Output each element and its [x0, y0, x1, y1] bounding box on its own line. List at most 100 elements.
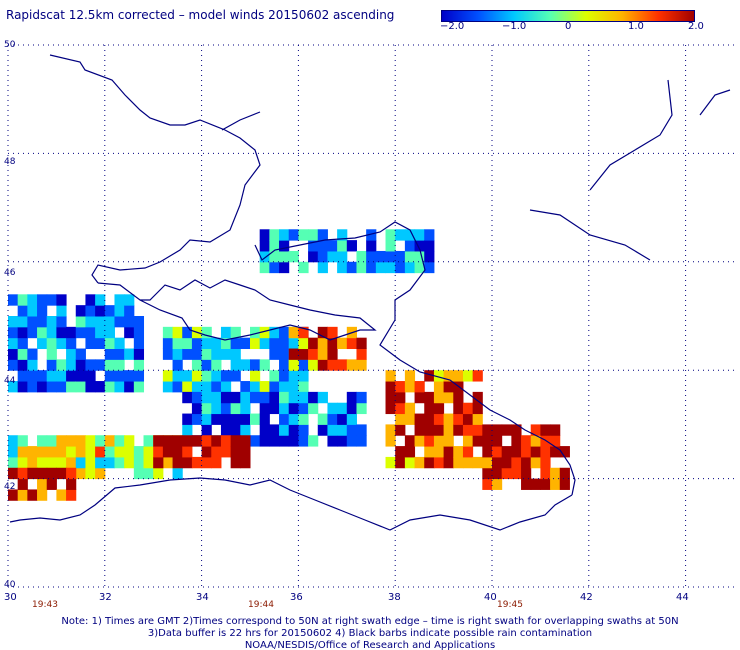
- wind-difference-cell: [75, 316, 86, 328]
- wind-difference-cell: [550, 467, 561, 480]
- wind-difference-cell: [162, 456, 174, 469]
- wind-difference-cell: [269, 424, 280, 436]
- wind-difference-cell: [462, 456, 474, 469]
- wind-difference-cell: [46, 370, 57, 382]
- wind-difference-cell: [482, 456, 493, 469]
- wind-difference-cell: [462, 446, 474, 458]
- wind-difference-cell: [385, 261, 396, 274]
- wind-difference-cell: [433, 435, 445, 447]
- wind-difference-cell: [182, 326, 193, 339]
- wind-difference-cell: [433, 381, 445, 393]
- wind-difference-cell: [201, 359, 212, 371]
- wind-difference-cell: [124, 294, 135, 306]
- wind-difference-cell: [114, 446, 125, 458]
- lat-lon-grid: [7, 44, 734, 588]
- wind-difference-cell: [550, 424, 561, 436]
- wind-difference-cell: [230, 435, 241, 447]
- wind-difference-cell: [308, 348, 319, 360]
- wind-difference-cell: [404, 402, 416, 415]
- colorbar-tick-neg1: −1.0: [502, 21, 527, 32]
- wind-difference-cell: [56, 359, 67, 371]
- wind-difference-cell: [56, 446, 67, 458]
- wind-difference-cell: [85, 305, 96, 317]
- wind-difference-cell: [75, 381, 86, 393]
- wind-difference-cell: [211, 337, 222, 350]
- wind-difference-cell: [288, 402, 299, 415]
- wind-difference-cell: [104, 348, 115, 360]
- wind-difference-cell: [433, 446, 445, 458]
- wind-difference-cell: [317, 348, 328, 360]
- wind-difference-cell: [259, 250, 270, 263]
- wind-difference-cell: [172, 359, 183, 371]
- wind-difference-cell: [230, 456, 241, 469]
- coastline-crimea: [97, 279, 377, 341]
- wind-difference-cell: [201, 402, 212, 415]
- wind-difference-cell: [17, 456, 28, 469]
- wind-difference-cell: [501, 456, 512, 469]
- wind-difference-cell: [298, 391, 309, 404]
- wind-difference-cell: [288, 348, 299, 360]
- wind-difference-cell: [424, 370, 435, 382]
- wind-difference-cell: [56, 326, 67, 339]
- wind-difference-cell: [550, 446, 561, 458]
- wind-difference-cell: [133, 316, 145, 328]
- lon-label-42: 42: [580, 592, 593, 603]
- wind-difference-cell: [172, 370, 183, 382]
- wind-difference-cell: [424, 413, 435, 425]
- wind-difference-cell: [46, 381, 57, 393]
- wind-difference-cell: [288, 435, 299, 447]
- wind-difference-cell: [230, 446, 241, 458]
- wind-difference-cell: [37, 381, 48, 393]
- wind-difference-cell: [27, 359, 38, 371]
- wind-difference-cell: [375, 250, 387, 263]
- wind-difference-cell: [85, 435, 96, 447]
- wind-difference-cell: [124, 456, 135, 469]
- wind-difference-cell: [346, 359, 357, 371]
- wind-difference-cell: [501, 467, 512, 480]
- wind-difference-cell: [66, 489, 77, 501]
- wind-difference-cell: [492, 424, 503, 436]
- wind-difference-cell: [269, 240, 280, 252]
- wind-difference-cell: [191, 413, 203, 425]
- wind-difference-cell: [404, 413, 416, 425]
- wind-difference-cell: [172, 381, 183, 393]
- wind-difference-cell: [85, 316, 96, 328]
- river-don: [529, 209, 651, 261]
- wind-difference-cell: [75, 467, 86, 480]
- wind-difference-cell: [201, 391, 212, 404]
- wind-difference-cell: [66, 337, 77, 350]
- wind-difference-cell: [153, 446, 164, 458]
- wind-difference-cell: [250, 435, 261, 447]
- wind-difference-cell: [191, 435, 203, 447]
- wind-difference-cell: [182, 446, 193, 458]
- wind-difference-cell: [472, 456, 483, 469]
- wind-difference-cell: [346, 435, 357, 447]
- wind-difference-cell: [85, 326, 96, 339]
- wind-difference-cell: [172, 326, 183, 339]
- wind-difference-cell: [114, 305, 125, 317]
- wind-difference-cell: [104, 446, 115, 458]
- wind-difference-cell: [337, 359, 348, 371]
- wind-difference-cell: [453, 391, 464, 404]
- wind-difference-cell: [279, 348, 290, 360]
- wind-difference-cell: [8, 294, 19, 306]
- map-title: Rapidscat 12.5km corrected – model winds…: [6, 8, 395, 22]
- wind-difference-cell: [317, 326, 328, 339]
- wind-difference-cell: [462, 413, 474, 425]
- wind-difference-cell: [462, 402, 474, 415]
- wind-difference-cell: [46, 467, 57, 480]
- wind-difference-cell: [95, 316, 106, 328]
- wind-difference-cell: [124, 316, 135, 328]
- wind-difference-cell: [279, 424, 290, 436]
- wind-difference-cell: [288, 370, 299, 382]
- wind-difference-cell: [56, 337, 67, 350]
- wind-difference-cell: [133, 381, 145, 393]
- wind-difference-cell: [424, 261, 435, 274]
- wind-difference-cell: [143, 456, 154, 469]
- time-label-1943: 19:43: [32, 600, 58, 610]
- wind-difference-cell: [17, 467, 28, 480]
- wind-difference-cell: [269, 435, 280, 447]
- wind-difference-cell: [404, 435, 416, 447]
- wind-difference-cell: [366, 250, 377, 263]
- coastlines: [9, 54, 731, 531]
